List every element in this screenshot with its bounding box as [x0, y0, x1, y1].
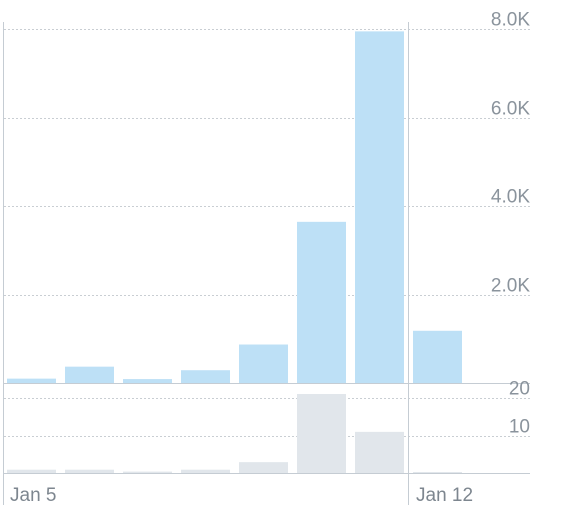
bottom-bar-jan-6[interactable]: [65, 469, 114, 474]
bottom-bar-jan-10[interactable]: [297, 394, 346, 474]
bottom-bar-jan-7[interactable]: [123, 471, 172, 474]
top-y-tick-label-3: 8.0K: [491, 10, 530, 31]
bottom-y-tick-label-1: 20: [509, 379, 530, 400]
labels-layer: 2.0K 4.0K 6.0K 8.0K 10 20 Jan 5 Jan 12: [10, 10, 530, 507]
top-bar-jan-7[interactable]: [123, 379, 172, 384]
x-tick-label-jan-5: Jan 5: [10, 485, 56, 506]
bars-layer: [7, 31, 462, 474]
bottom-y-tick-label-0: 10: [509, 417, 530, 438]
top-bar-jan-5[interactable]: [7, 378, 56, 384]
top-y-tick-label-1: 4.0K: [491, 187, 530, 208]
bottom-bar-jan-9[interactable]: [239, 462, 288, 474]
top-bar-jan-10[interactable]: [297, 221, 346, 384]
axis-layer: [3, 22, 530, 505]
bottom-bar-jan-5[interactable]: [7, 469, 56, 474]
top-bar-jan-8[interactable]: [181, 370, 230, 384]
top-y-tick-label-0: 2.0K: [491, 276, 530, 297]
top-bar-jan-11[interactable]: [355, 31, 404, 384]
bottom-bar-jan-8[interactable]: [181, 469, 230, 474]
top-bar-jan-6[interactable]: [65, 366, 114, 384]
bottom-bar-jan-12[interactable]: [413, 472, 462, 474]
x-tick-label-jan-12: Jan 12: [416, 485, 473, 506]
top-bar-jan-12[interactable]: [413, 330, 462, 384]
top-y-tick-label-2: 6.0K: [491, 99, 530, 120]
top-bar-jan-9[interactable]: [239, 344, 288, 384]
bottom-bar-jan-11[interactable]: [355, 431, 404, 474]
